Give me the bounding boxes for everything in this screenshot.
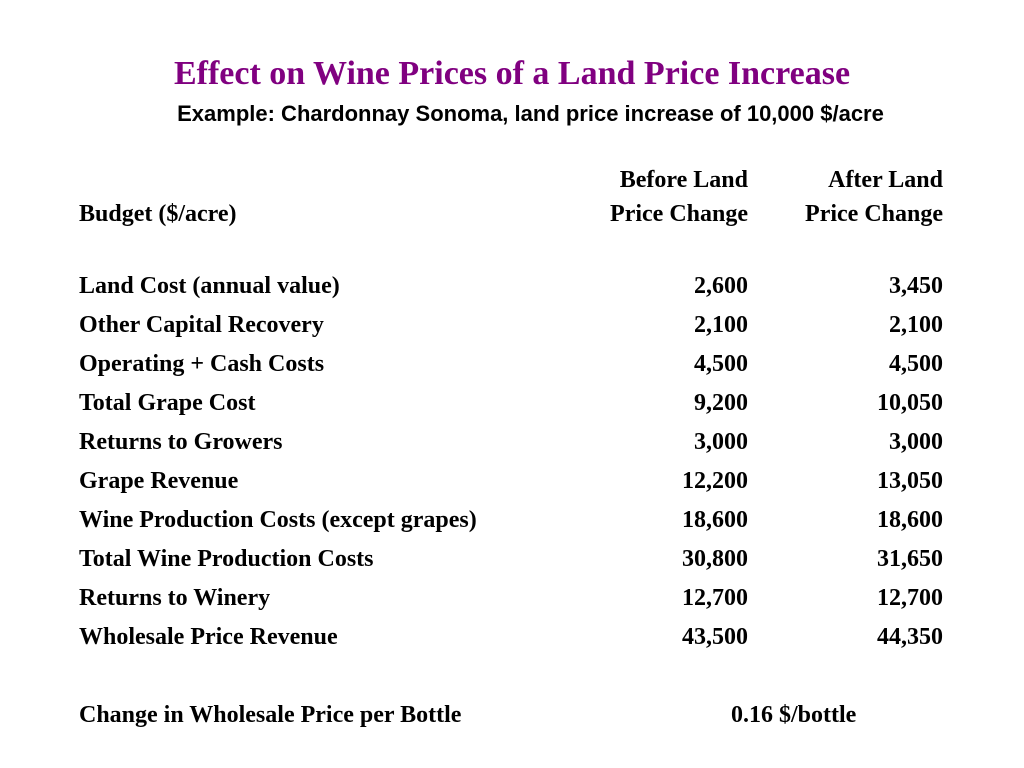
row-label: Operating + Cash Costs [79, 351, 325, 377]
row-value-before: 43,500 [682, 624, 748, 650]
column-header-before-line1: Before Land [619, 167, 748, 193]
row-value-before: 3,000 [694, 429, 748, 455]
slide-subtitle: Example: Chardonnay Sonoma, land price i… [177, 101, 884, 126]
row-label: Wholesale Price Revenue [79, 624, 338, 650]
row-label: Other Capital Recovery [79, 312, 324, 338]
row-value-after: 2,100 [889, 312, 943, 338]
slide-title: Effect on Wine Prices of a Land Price In… [173, 55, 851, 92]
row-value-before: 12,200 [682, 468, 748, 494]
row-value-after: 18,600 [877, 507, 943, 533]
row-value-before: 12,700 [682, 585, 748, 611]
summary-label: Change in Wholesale Price per Bottle [79, 702, 462, 728]
row-value-after: 13,050 [877, 468, 943, 494]
column-header-after-line1: After Land [828, 167, 943, 193]
row-value-before: 18,600 [682, 507, 748, 533]
row-label: Total Wine Production Costs [79, 546, 374, 572]
row-label: Wine Production Costs (except grapes) [79, 507, 477, 533]
row-value-before: 30,800 [682, 546, 748, 572]
row-value-before: 4,500 [694, 351, 748, 377]
row-value-after: 44,350 [877, 624, 943, 650]
row-value-after: 3,000 [889, 429, 943, 455]
row-label: Returns to Winery [79, 585, 271, 611]
row-label: Land Cost (annual value) [79, 273, 340, 299]
row-value-after: 31,650 [877, 546, 943, 572]
row-value-after: 3,450 [889, 273, 943, 299]
row-value-after: 10,050 [877, 390, 943, 416]
row-value-before: 2,100 [694, 312, 748, 338]
row-header-budget: Budget ($/acre) [79, 201, 237, 227]
row-value-before: 2,600 [694, 273, 748, 299]
row-label: Returns to Growers [79, 429, 283, 455]
summary-value: 0.16 $/bottle [731, 702, 857, 728]
row-value-after: 12,700 [877, 585, 943, 611]
row-value-after: 4,500 [889, 351, 943, 377]
column-header-before-line2: Price Change [610, 201, 748, 227]
column-header-after-line2: Price Change [805, 201, 943, 227]
row-label: Total Grape Cost [79, 390, 256, 416]
row-label: Grape Revenue [79, 468, 239, 494]
row-value-before: 9,200 [694, 390, 748, 416]
